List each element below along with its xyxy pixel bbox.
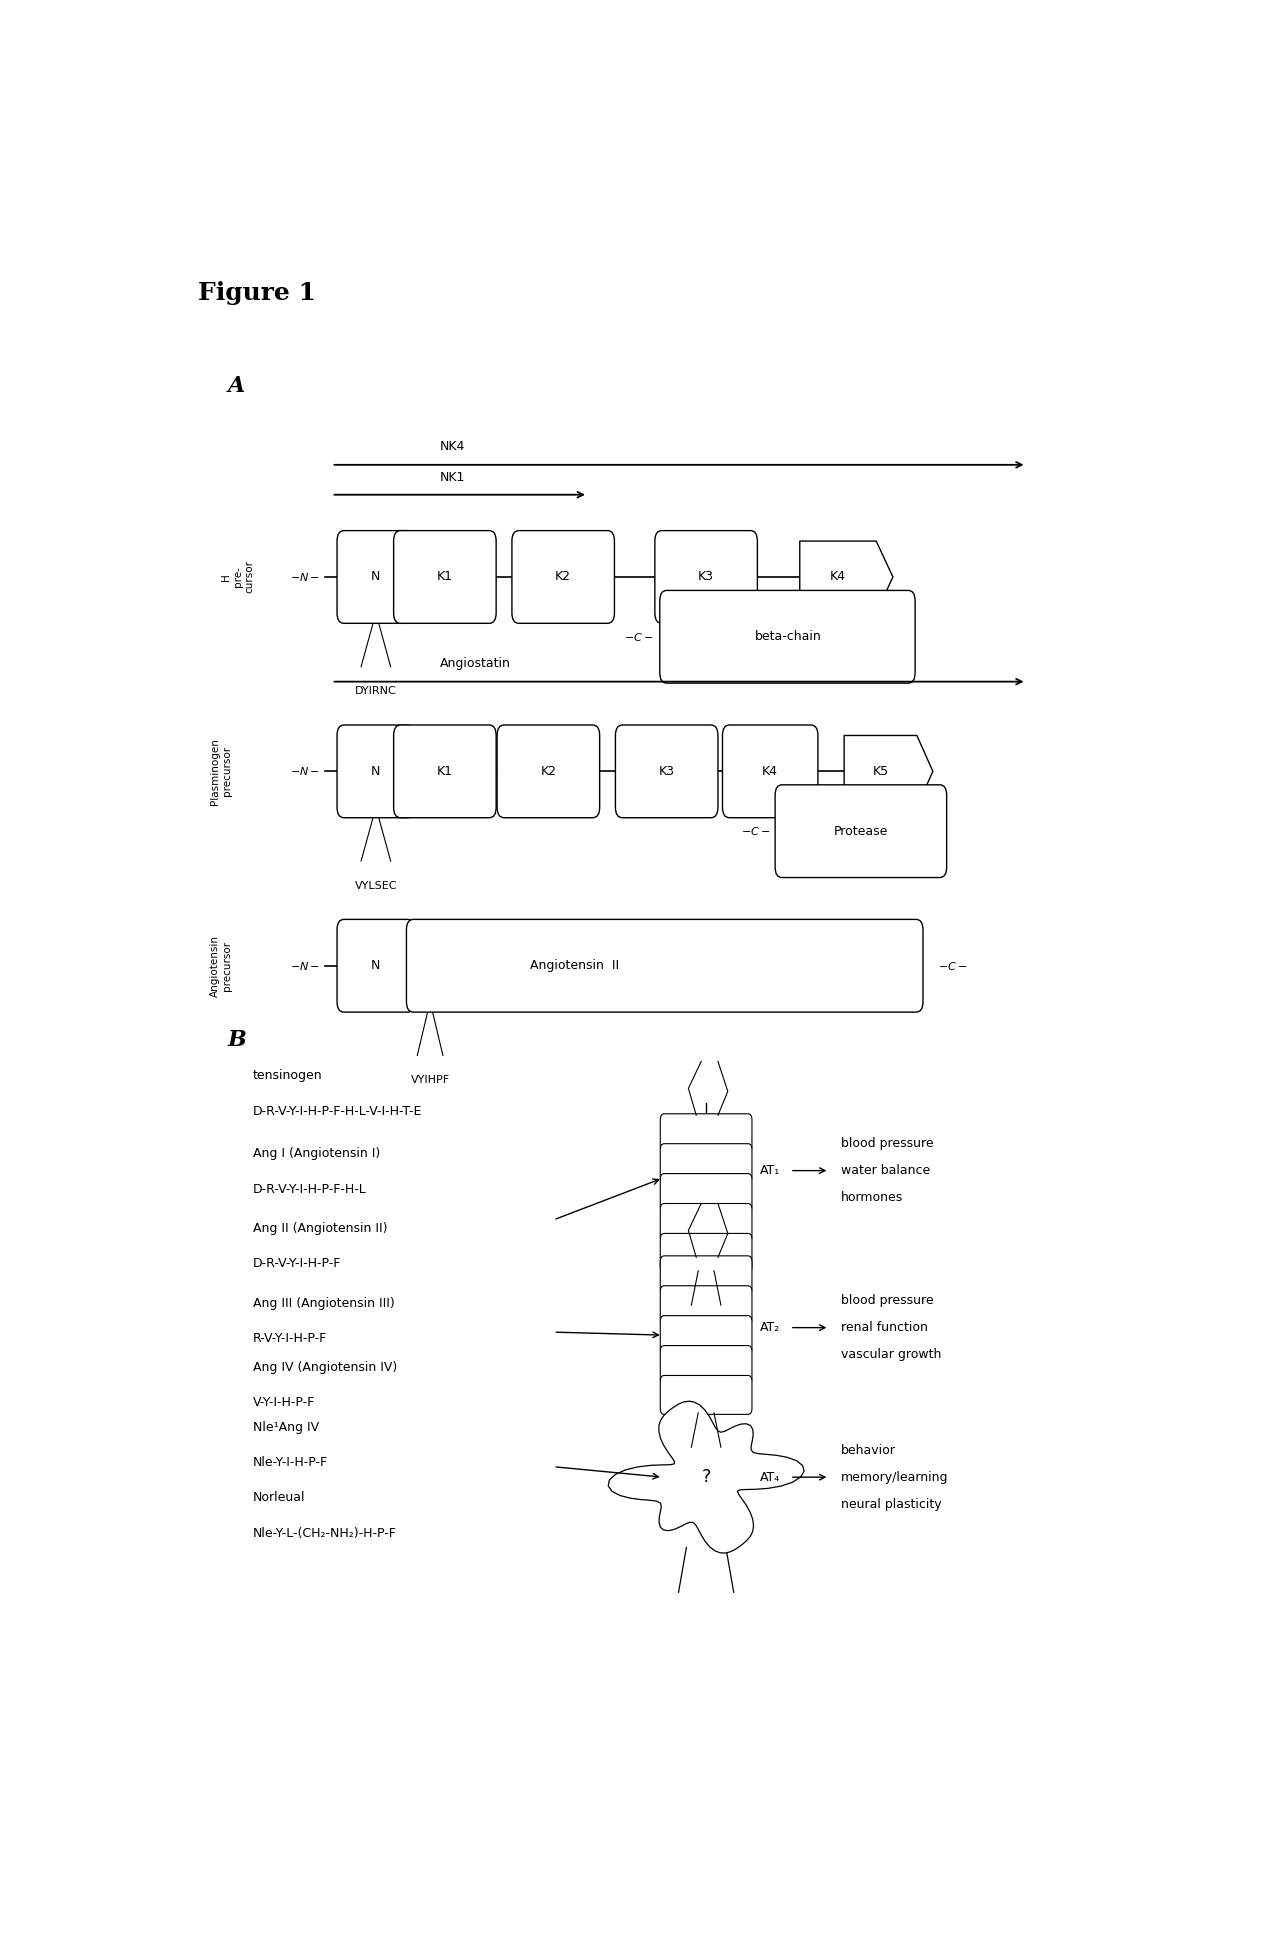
Text: Angiotensin
precursor: Angiotensin precursor (210, 934, 232, 996)
FancyBboxPatch shape (660, 1173, 752, 1212)
Text: renal function: renal function (841, 1321, 929, 1334)
Text: K5: K5 (873, 765, 889, 779)
Text: Norleual: Norleual (253, 1491, 305, 1503)
Text: Nle-Y-I-H-P-F: Nle-Y-I-H-P-F (253, 1456, 328, 1470)
Text: $-C-$: $-C-$ (937, 959, 967, 971)
Text: Nle-Y-L-(CH₂-NH₂)-H-P-F: Nle-Y-L-(CH₂-NH₂)-H-P-F (253, 1526, 397, 1540)
Text: K2: K2 (555, 571, 571, 583)
Text: $-N-$: $-N-$ (290, 765, 319, 777)
Text: $-C-$: $-C-$ (625, 631, 654, 643)
Text: hormones: hormones (841, 1190, 903, 1204)
FancyBboxPatch shape (660, 1346, 752, 1385)
Text: K4: K4 (762, 765, 778, 779)
Text: Figure 1: Figure 1 (198, 282, 317, 305)
Text: AT₄: AT₄ (761, 1470, 781, 1484)
FancyBboxPatch shape (660, 1233, 752, 1272)
Text: Angiostatin: Angiostatin (440, 656, 511, 670)
Text: $-N-$: $-N-$ (290, 571, 319, 583)
Text: K3: K3 (698, 571, 714, 583)
Text: B: B (228, 1029, 247, 1051)
FancyBboxPatch shape (616, 724, 717, 818)
Polygon shape (608, 1402, 804, 1554)
Text: Protease: Protease (833, 825, 888, 837)
Text: K3: K3 (659, 765, 674, 779)
Text: neural plasticity: neural plasticity (841, 1497, 941, 1511)
FancyBboxPatch shape (393, 724, 496, 818)
Text: Angiotensin  II: Angiotensin II (529, 959, 618, 973)
Polygon shape (800, 542, 893, 614)
Text: VYIHPF: VYIHPF (411, 1076, 450, 1086)
Text: H
pre-
cursor: H pre- cursor (221, 561, 254, 594)
Text: R-V-Y-I-H-P-F: R-V-Y-I-H-P-F (253, 1332, 327, 1346)
Text: N: N (371, 765, 380, 779)
FancyBboxPatch shape (660, 1315, 752, 1356)
Text: NK4: NK4 (440, 439, 466, 452)
Text: blood pressure: blood pressure (841, 1293, 934, 1307)
Text: tensinogen: tensinogen (253, 1070, 322, 1082)
Text: water balance: water balance (841, 1163, 930, 1177)
Text: Plasminogen
precursor: Plasminogen precursor (210, 738, 232, 804)
Text: D-R-V-Y-I-H-P-F: D-R-V-Y-I-H-P-F (253, 1256, 341, 1270)
FancyBboxPatch shape (660, 590, 915, 684)
Text: memory/learning: memory/learning (841, 1470, 949, 1484)
FancyBboxPatch shape (337, 724, 415, 818)
Text: Ang I (Angiotensin I): Ang I (Angiotensin I) (253, 1148, 380, 1159)
FancyBboxPatch shape (660, 1204, 752, 1243)
FancyBboxPatch shape (511, 530, 614, 623)
FancyBboxPatch shape (337, 919, 415, 1012)
Text: AT₁: AT₁ (761, 1163, 781, 1177)
FancyBboxPatch shape (655, 530, 757, 623)
Text: N: N (371, 959, 380, 973)
Text: vascular growth: vascular growth (841, 1348, 941, 1361)
Text: NK1: NK1 (440, 472, 466, 484)
FancyBboxPatch shape (660, 1375, 752, 1414)
Text: Ang III (Angiotensin III): Ang III (Angiotensin III) (253, 1297, 394, 1309)
Text: N: N (371, 571, 380, 583)
Text: Ang IV (Angiotensin IV): Ang IV (Angiotensin IV) (253, 1361, 397, 1375)
Text: $-C-$: $-C-$ (740, 825, 770, 837)
FancyBboxPatch shape (775, 785, 946, 878)
Text: A: A (228, 375, 245, 396)
Text: K1: K1 (436, 571, 453, 583)
Text: behavior: behavior (841, 1443, 895, 1456)
Text: blood pressure: blood pressure (841, 1138, 934, 1150)
FancyBboxPatch shape (393, 530, 496, 623)
Text: V-Y-I-H-P-F: V-Y-I-H-P-F (253, 1396, 315, 1410)
FancyBboxPatch shape (660, 1115, 752, 1154)
Text: D-R-V-Y-I-H-P-F-H-L: D-R-V-Y-I-H-P-F-H-L (253, 1183, 366, 1196)
Text: Nle¹Ang IV: Nle¹Ang IV (253, 1422, 319, 1433)
Text: K4: K4 (829, 571, 846, 583)
Text: $-N-$: $-N-$ (290, 959, 319, 971)
FancyBboxPatch shape (660, 1256, 752, 1295)
Text: ?: ? (701, 1468, 711, 1486)
Text: VYLSEC: VYLSEC (355, 880, 397, 891)
Text: AT₂: AT₂ (761, 1321, 781, 1334)
Text: K1: K1 (436, 765, 453, 779)
FancyBboxPatch shape (722, 724, 818, 818)
Text: K2: K2 (541, 765, 556, 779)
FancyBboxPatch shape (660, 1286, 752, 1324)
FancyBboxPatch shape (337, 530, 415, 623)
Text: Ang II (Angiotensin II): Ang II (Angiotensin II) (253, 1222, 387, 1235)
Text: beta-chain: beta-chain (754, 631, 822, 643)
FancyBboxPatch shape (660, 1144, 752, 1183)
FancyBboxPatch shape (497, 724, 599, 818)
Polygon shape (845, 736, 932, 808)
FancyBboxPatch shape (407, 919, 923, 1012)
Text: D-R-V-Y-I-H-P-F-H-L-V-I-H-T-E: D-R-V-Y-I-H-P-F-H-L-V-I-H-T-E (253, 1105, 422, 1119)
Text: DYIRNC: DYIRNC (355, 686, 397, 695)
